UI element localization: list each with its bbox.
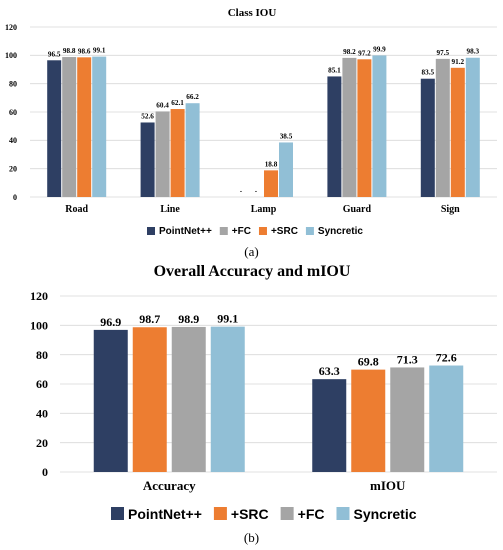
data-label: 98.3 [467, 48, 480, 56]
bar-accuracy-1 [132, 327, 167, 472]
y-tick-label: 80 [9, 79, 17, 88]
category-label: Accuracy [143, 478, 196, 493]
legend-swatch [280, 507, 294, 520]
y-tick-label: 60 [9, 108, 17, 117]
data-label: 71.3 [397, 352, 418, 366]
bar-miou-3 [429, 365, 464, 472]
bar-guard-3 [372, 55, 387, 197]
chart-title: Overall Accuracy and mIOU [154, 263, 351, 280]
data-label: 38.5 [280, 132, 293, 140]
category-label: Guard [343, 204, 372, 215]
legend-entry: PointNet++ [159, 226, 212, 237]
bar-line-2 [170, 109, 185, 197]
bar-road-1 [62, 57, 77, 198]
chart-title: Class IOU [228, 7, 277, 19]
data-label: 18.8 [265, 160, 278, 168]
bar-miou-2 [390, 367, 425, 472]
data-label: 96.9 [100, 315, 121, 329]
data-label: 98.8 [63, 47, 76, 55]
legend-entry: Syncretic [318, 226, 363, 237]
y-tick-label: 80 [36, 348, 48, 362]
legend-entry: Syncretic [353, 506, 416, 522]
y-tick-label: 0 [42, 465, 48, 479]
bar-line-1 [155, 111, 170, 197]
category-label: Line [160, 204, 180, 215]
data-label: 97.2 [358, 49, 371, 57]
data-label: 99.1 [217, 312, 238, 326]
bar-line-3 [185, 103, 200, 197]
data-label: 66.2 [186, 93, 199, 101]
y-tick-label: 120 [30, 289, 48, 303]
legend-swatch [305, 227, 314, 235]
data-label: 96.5 [48, 50, 61, 58]
legend-swatch [258, 227, 267, 235]
panel-caption-b: (b) [243, 530, 260, 545]
category-label: mIOU [370, 478, 406, 493]
data-label: 98.6 [78, 47, 91, 55]
bar-line-0 [140, 122, 155, 197]
bar-sign-0 [420, 78, 435, 197]
category-label: Road [65, 204, 88, 215]
bar-sign-2 [450, 67, 465, 197]
bar-guard-2 [357, 59, 372, 197]
legend-swatch [111, 507, 124, 520]
y-tick-label: 0 [13, 193, 17, 202]
legend-entry: PointNet++ [128, 506, 202, 522]
bar-guard-1 [342, 57, 357, 198]
legend-entry: +FC [298, 506, 325, 522]
data-label: - [255, 187, 258, 195]
bar-road-0 [47, 60, 62, 197]
data-label: 69.8 [358, 355, 379, 369]
data-label: 83.5 [422, 69, 435, 77]
bar-miou-0 [312, 379, 347, 472]
data-label: 97.5 [437, 49, 450, 57]
y-tick-label: 40 [9, 136, 17, 145]
bar-road-3 [92, 56, 107, 197]
bar-accuracy-3 [210, 326, 245, 472]
class-iou-chart: Class IOU 0 20 40 60 80 100 120 96.5 98.8 98.6 99.1… [5, 7, 497, 237]
y-tick-label: 20 [9, 164, 17, 173]
y-tick-label: 100 [5, 51, 17, 60]
bar-lamp-3 [279, 142, 293, 197]
bar-guard-0 [327, 76, 342, 197]
legend-entry: +FC [232, 226, 251, 237]
bar-accuracy-2 [171, 326, 206, 472]
bar-road-2 [77, 57, 92, 197]
legend-swatch [147, 227, 155, 235]
legend-entry: +SRC [231, 506, 269, 522]
bar-sign-1 [435, 58, 450, 197]
bar-sign-3 [465, 57, 480, 197]
data-label: 52.6 [141, 112, 154, 120]
data-label: 98.2 [343, 48, 356, 56]
y-tick-label: 100 [30, 319, 48, 333]
data-label: 98.9 [178, 312, 199, 326]
legend-entry: +SRC [271, 226, 298, 237]
category-label: Lamp [251, 204, 277, 215]
legend-swatch [213, 507, 227, 520]
y-tick-label: 60 [36, 377, 48, 391]
data-label: 99.9 [373, 45, 386, 53]
data-label: 72.6 [436, 351, 457, 365]
data-label: 98.7 [139, 312, 160, 326]
bar-miou-1 [351, 369, 386, 472]
data-label: 99.1 [93, 47, 106, 55]
data-label: 60.4 [156, 101, 169, 109]
data-label: 91.2 [452, 58, 465, 66]
data-label: - [240, 187, 243, 195]
overall-accuracy-miou-chart: Overall Accuracy and mIOU 0 20 40 60 80 100 120… [30, 263, 497, 522]
y-tick-label: 40 [36, 407, 48, 421]
data-label: 85.1 [328, 66, 341, 74]
data-label: 62.1 [171, 99, 184, 107]
legend-swatch [219, 227, 228, 235]
bar-lamp-2 [264, 170, 278, 197]
panel-caption-a: (a) [244, 244, 259, 259]
bar-accuracy-0 [93, 329, 128, 472]
data-label: 63.3 [319, 364, 340, 378]
category-label: Sign [441, 204, 460, 215]
y-tick-label: 120 [5, 23, 17, 32]
y-tick-label: 20 [36, 436, 48, 450]
legend-swatch [336, 507, 350, 520]
